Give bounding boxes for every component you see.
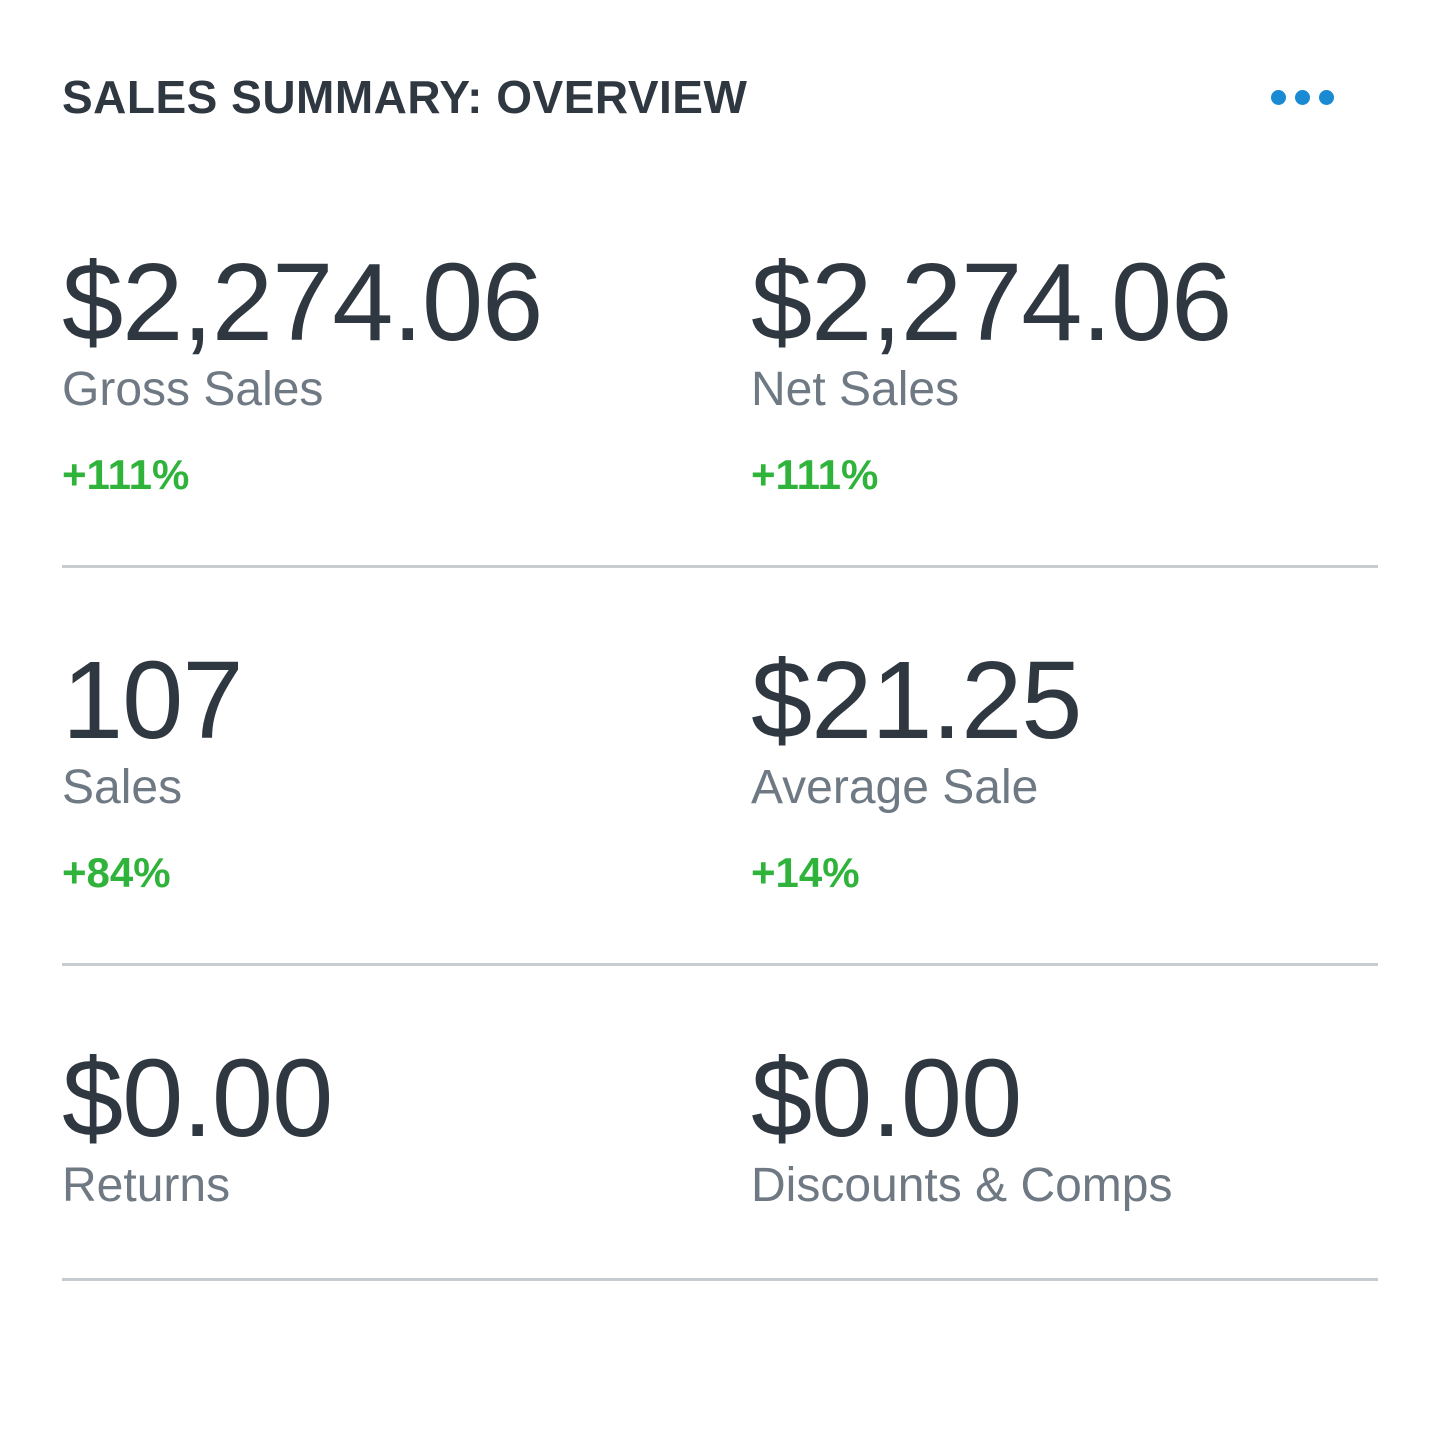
metric-net-sales[interactable]: $2,274.06 Net Sales +111%: [751, 241, 1232, 499]
metric-change-badge: +84%: [62, 849, 171, 896]
metric-discounts-comps[interactable]: $0.00 Discounts & Comps: [751, 1044, 1172, 1213]
metric-average-sale[interactable]: $21.25 Average Sale +14%: [751, 639, 1082, 897]
metric-change-badge: +14%: [751, 849, 860, 896]
metrics-row-sales-counts: 107 Sales +84% $21.25 Average Sale +14%: [62, 646, 1378, 966]
metric-value: $0.00: [751, 1037, 1022, 1160]
metric-returns[interactable]: $0.00 Returns: [62, 1037, 333, 1213]
metric-value: $21.25: [751, 639, 1082, 762]
metric-value: $2,274.06: [751, 241, 1232, 364]
more-horizontal-icon: [1295, 89, 1310, 105]
metric-value: $2,274.06: [62, 241, 543, 364]
metrics-row-sales-totals: $2,274.06 Gross Sales +111% $2,274.06 Ne…: [62, 248, 1378, 568]
more-horizontal-icon: [1319, 89, 1334, 105]
metric-label: Net Sales: [751, 363, 960, 416]
metric-sales[interactable]: 107 Sales +84%: [62, 639, 244, 897]
more-horizontal-icon: [1271, 89, 1286, 105]
metric-label: Sales: [62, 761, 183, 814]
header: SALES SUMMARY: OVERVIEW: [62, 66, 1342, 128]
metric-label: Discounts & Comps: [751, 1159, 1173, 1212]
metric-label: Gross Sales: [62, 363, 324, 416]
metric-value: 107: [62, 639, 244, 762]
metric-label: Returns: [62, 1159, 231, 1212]
metrics-row-adjustments: $0.00 Returns $0.00 Discounts & Comps: [62, 1044, 1378, 1281]
metric-gross-sales[interactable]: $2,274.06 Gross Sales +111%: [62, 241, 543, 499]
metric-label: Average Sale: [751, 761, 1039, 814]
metric-change-badge: +111%: [751, 451, 879, 498]
metric-value: $0.00: [62, 1037, 333, 1160]
metric-change-badge: +111%: [62, 451, 190, 498]
page-title: SALES SUMMARY: OVERVIEW: [62, 71, 748, 123]
more-options-button[interactable]: [1263, 84, 1342, 111]
